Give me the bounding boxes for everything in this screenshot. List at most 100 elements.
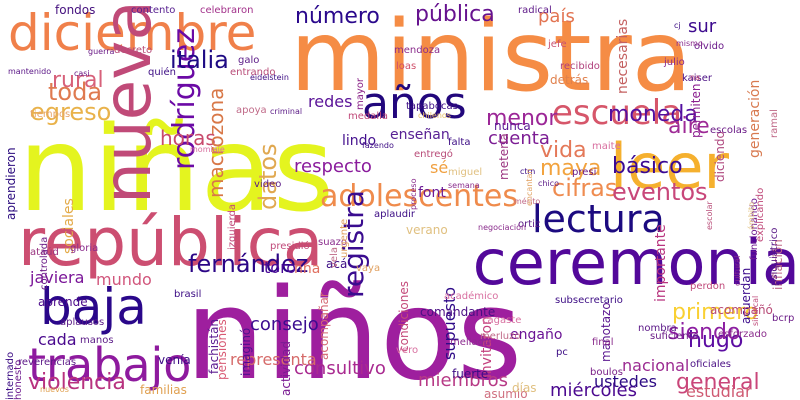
cloud-word: chilenos: [418, 111, 451, 120]
cloud-word: sur: [688, 16, 717, 37]
cloud-word: internado: [5, 351, 16, 400]
cloud-word: violencia: [28, 370, 126, 395]
cloud-word: na: [690, 73, 700, 82]
cloud-word: cuenta: [488, 128, 550, 149]
cloud-word: siendo: [668, 320, 741, 345]
cloud-word: kaiser: [682, 73, 712, 84]
cloud-word: suazo: [318, 237, 348, 248]
cloud-word: nna: [294, 261, 321, 277]
cloud-word: necesarias: [615, 18, 631, 94]
cloud-word: entregó: [414, 149, 453, 160]
cloud-word: número: [295, 4, 380, 29]
cloud-word: años: [362, 78, 467, 129]
cloud-word: jefe: [548, 39, 567, 50]
cloud-word: reverencias: [18, 357, 77, 368]
cloud-word: maite: [592, 141, 621, 152]
cloud-word: detrás: [550, 73, 589, 87]
cloud-word: eidelstein: [250, 73, 289, 82]
cloud-word: manos: [80, 335, 114, 346]
cloud-word: vaya: [356, 263, 381, 274]
cloud-word: cagaste: [482, 315, 522, 326]
cloud-word: merluzo: [480, 331, 521, 342]
cloud-word: acompañó: [710, 303, 773, 317]
cloud-word: video: [254, 179, 282, 190]
cloud-word: decreto: [114, 45, 153, 56]
cloud-word: ramal: [769, 109, 780, 138]
cloud-word: niñas: [18, 100, 335, 238]
cloud-word: nunca: [494, 119, 531, 133]
cloud-word: presi: [572, 167, 597, 178]
cloud-word: engaño: [510, 327, 563, 343]
cloud-word: toro: [264, 258, 297, 277]
cloud-word: celebraron: [200, 5, 254, 16]
cloud-word: básico: [612, 154, 683, 179]
cloud-word: académico: [444, 291, 499, 302]
cloud-word: radical: [518, 5, 552, 16]
cloud-word: comandante: [420, 305, 496, 319]
cloud-word: ctm: [520, 167, 536, 176]
cloud-word: rural: [52, 68, 104, 93]
cloud-word: casi: [74, 69, 90, 78]
cloud-word: consejo: [250, 314, 319, 335]
cloud-word: ministra: [290, 0, 692, 114]
cloud-word: mérito: [514, 197, 541, 206]
cloud-word: pc: [556, 347, 568, 358]
cloud-word: urgente: [339, 218, 350, 258]
cloud-word: permiten: [689, 83, 703, 138]
cloud-word: horas: [160, 126, 216, 150]
cloud-word: miércoles: [550, 380, 637, 400]
cloud-word: acá: [326, 257, 348, 271]
cloud-word: guerra: [88, 47, 115, 56]
cloud-word: maya: [540, 156, 602, 181]
cloud-word: negociación: [478, 223, 527, 232]
cloud-word: aprendieron: [4, 147, 18, 220]
cloud-word: javiera: [30, 268, 85, 287]
cloud-word: menor: [486, 106, 558, 131]
cloud-word: quién: [148, 67, 176, 78]
cloud-word: general: [676, 370, 760, 395]
cloud-word: cultural: [733, 255, 742, 286]
cloud-word: boulos: [590, 367, 623, 378]
cloud-word: psiquiátrico: [769, 227, 780, 286]
cloud-word: cifras: [552, 174, 618, 202]
cloud-word: leer: [610, 130, 730, 203]
cloud-word: primero: [672, 300, 759, 325]
cloud-word: mismo: [676, 39, 703, 48]
cloud-word: metería: [497, 133, 511, 180]
cloud-word: toda: [48, 78, 103, 106]
cloud-word: encantan: [525, 168, 534, 206]
cloud-word: estudiar: [686, 382, 752, 400]
cloud-word: nuevos: [40, 385, 69, 394]
cloud-word: semana: [448, 181, 480, 190]
cloud-word: nacional: [622, 356, 690, 375]
cloud-word: cada: [38, 330, 77, 349]
cloud-word: ataúd: [30, 247, 59, 258]
cloud-word: venía: [158, 353, 191, 367]
cloud-word: italia: [170, 46, 229, 74]
cloud-word: aprende: [38, 295, 88, 309]
cloud-word: chico: [538, 179, 559, 188]
cloud-word: ceremonia: [472, 226, 800, 299]
cloud-word: moneda: [608, 102, 698, 127]
cloud-word: oficiales: [690, 359, 731, 370]
cloud-word: mendoza: [394, 45, 441, 56]
cloud-word: apoya: [236, 105, 267, 116]
cloud-word: pública: [415, 2, 495, 27]
cloud-word: aplausos: [60, 317, 105, 328]
cloud-word: galo: [238, 55, 260, 66]
cloud-word: familias: [140, 383, 187, 397]
cloud-word: eventos: [612, 178, 708, 206]
cloud-word: fondos: [55, 3, 96, 17]
cloud-word: importante: [653, 224, 669, 302]
cloud-word: vela: [329, 247, 340, 268]
cloud-word: asumió: [484, 387, 528, 400]
cloud-word: actividad: [279, 340, 293, 396]
cloud-word: final: [592, 337, 614, 348]
cloud-word: tapabocas: [406, 101, 458, 112]
cloud-word: vida: [540, 138, 587, 163]
cloud-word: representa: [230, 350, 317, 369]
cloud-word: baja: [40, 278, 147, 336]
cloud-word: mellado: [450, 337, 491, 348]
cloud-word: criminal: [270, 107, 303, 116]
cloud-word: fachistán: [207, 318, 221, 374]
